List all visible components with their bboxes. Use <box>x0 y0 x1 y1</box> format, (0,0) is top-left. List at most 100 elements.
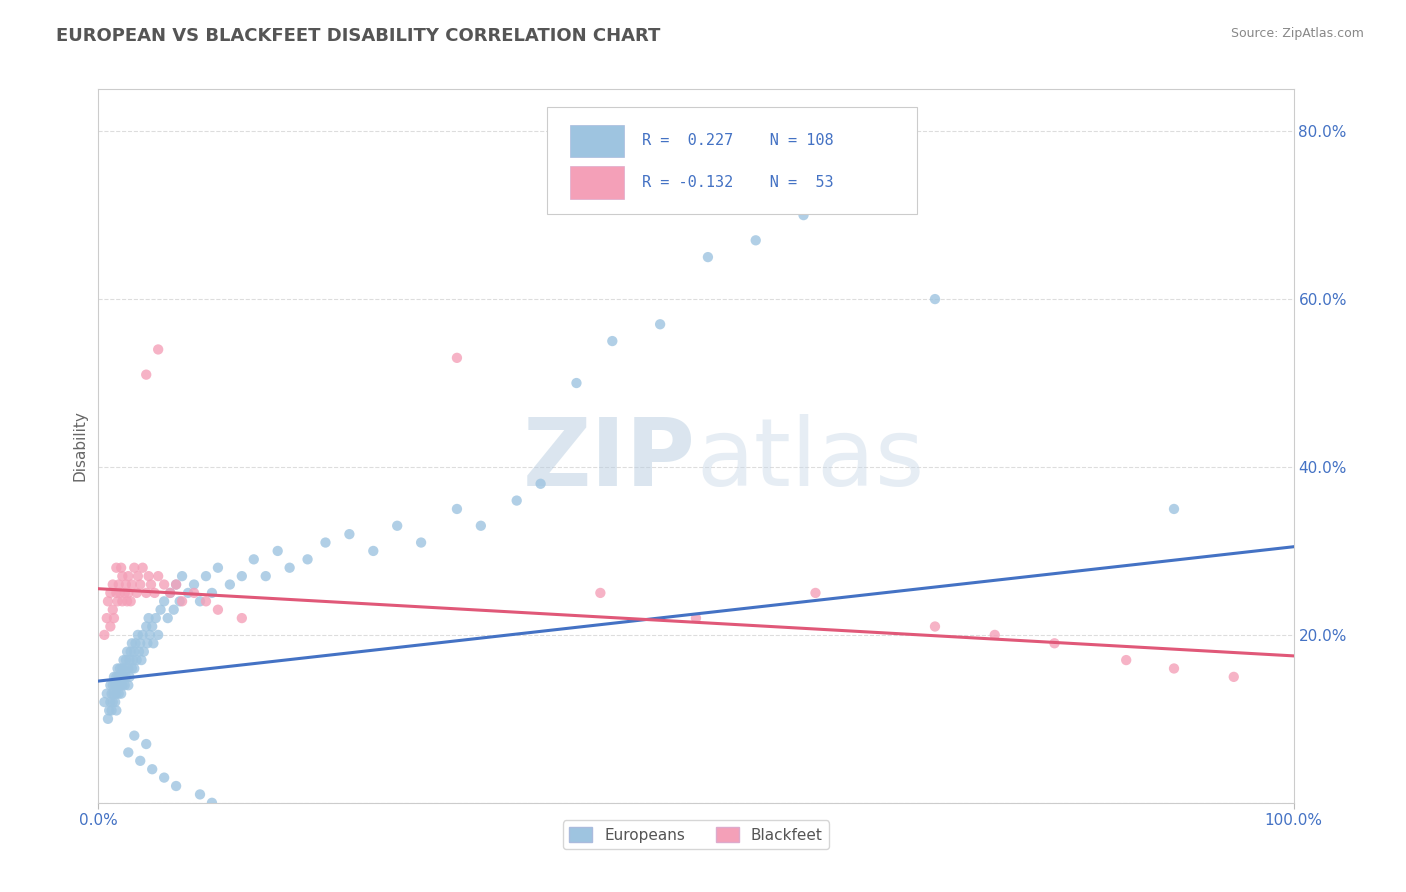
Point <box>793 208 815 222</box>
Point <box>104 678 127 692</box>
FancyBboxPatch shape <box>547 107 917 214</box>
Point <box>1043 636 1066 650</box>
Point <box>156 611 179 625</box>
Point <box>124 560 146 574</box>
Point <box>111 661 134 675</box>
Point <box>111 594 134 608</box>
Point <box>105 586 128 600</box>
Point <box>118 653 141 667</box>
Text: Source: ZipAtlas.com: Source: ZipAtlas.com <box>1230 27 1364 40</box>
Point <box>135 737 157 751</box>
Text: atlas: atlas <box>696 414 924 507</box>
Point <box>165 577 187 591</box>
Point <box>530 476 553 491</box>
Point <box>124 645 146 659</box>
Point <box>107 577 129 591</box>
Point <box>385 518 409 533</box>
Point <box>112 670 135 684</box>
Point <box>108 586 131 600</box>
Point <box>97 594 120 608</box>
Point <box>339 527 361 541</box>
Point <box>183 586 205 600</box>
Point <box>105 560 128 574</box>
Point <box>159 586 181 600</box>
Point <box>124 729 146 743</box>
Point <box>107 670 129 684</box>
Point <box>149 603 172 617</box>
Point <box>101 695 124 709</box>
Point <box>142 636 165 650</box>
Point <box>745 233 768 247</box>
Point <box>297 552 319 566</box>
Point <box>107 687 129 701</box>
Point <box>145 611 167 625</box>
Point <box>153 594 176 608</box>
Point <box>446 502 468 516</box>
Point <box>804 586 827 600</box>
Point <box>98 586 122 600</box>
Point <box>93 628 115 642</box>
Point <box>131 560 153 574</box>
Point <box>125 586 148 600</box>
Point <box>122 653 145 667</box>
Point <box>685 611 707 625</box>
Point <box>315 535 337 549</box>
Point <box>96 611 118 625</box>
Point <box>107 594 129 608</box>
Point <box>172 569 194 583</box>
Point <box>117 661 139 675</box>
Point <box>125 653 148 667</box>
Point <box>101 577 124 591</box>
Point <box>697 250 720 264</box>
Point <box>98 695 122 709</box>
Point <box>141 619 163 633</box>
Point <box>138 611 160 625</box>
Point <box>138 569 160 583</box>
Y-axis label: Disability: Disability <box>72 410 87 482</box>
Point <box>470 518 492 533</box>
Point <box>207 560 229 574</box>
Point <box>110 670 132 684</box>
Point <box>120 594 142 608</box>
Point <box>136 636 159 650</box>
Point <box>1163 661 1185 675</box>
Text: R =  0.227    N = 108: R = 0.227 N = 108 <box>643 133 834 148</box>
Point <box>115 577 138 591</box>
Point <box>101 678 124 692</box>
Point <box>100 687 122 701</box>
Point <box>120 645 142 659</box>
Text: EUROPEAN VS BLACKFEET DISABILITY CORRELATION CHART: EUROPEAN VS BLACKFEET DISABILITY CORRELA… <box>56 27 661 45</box>
Point <box>129 754 152 768</box>
Point <box>114 678 136 692</box>
Point <box>602 334 624 348</box>
Point <box>231 611 253 625</box>
Point <box>243 552 266 566</box>
Point <box>924 619 946 633</box>
Point <box>121 636 143 650</box>
Point <box>115 653 138 667</box>
Point <box>565 376 588 390</box>
Point <box>143 586 166 600</box>
Point <box>363 544 385 558</box>
Point <box>98 678 122 692</box>
Point <box>159 586 181 600</box>
Point <box>183 577 205 591</box>
Point <box>201 796 224 810</box>
Point <box>267 544 290 558</box>
Point <box>924 292 946 306</box>
Point <box>97 712 120 726</box>
Point <box>115 594 138 608</box>
Point <box>103 687 125 701</box>
Point <box>105 687 128 701</box>
Point <box>115 645 138 659</box>
Point <box>131 628 153 642</box>
Point <box>188 594 211 608</box>
Point <box>446 351 468 365</box>
Point <box>506 493 529 508</box>
Point <box>648 318 672 332</box>
Point <box>101 603 124 617</box>
Point <box>139 628 162 642</box>
Point <box>124 661 146 675</box>
Point <box>177 586 200 600</box>
Point <box>129 636 152 650</box>
